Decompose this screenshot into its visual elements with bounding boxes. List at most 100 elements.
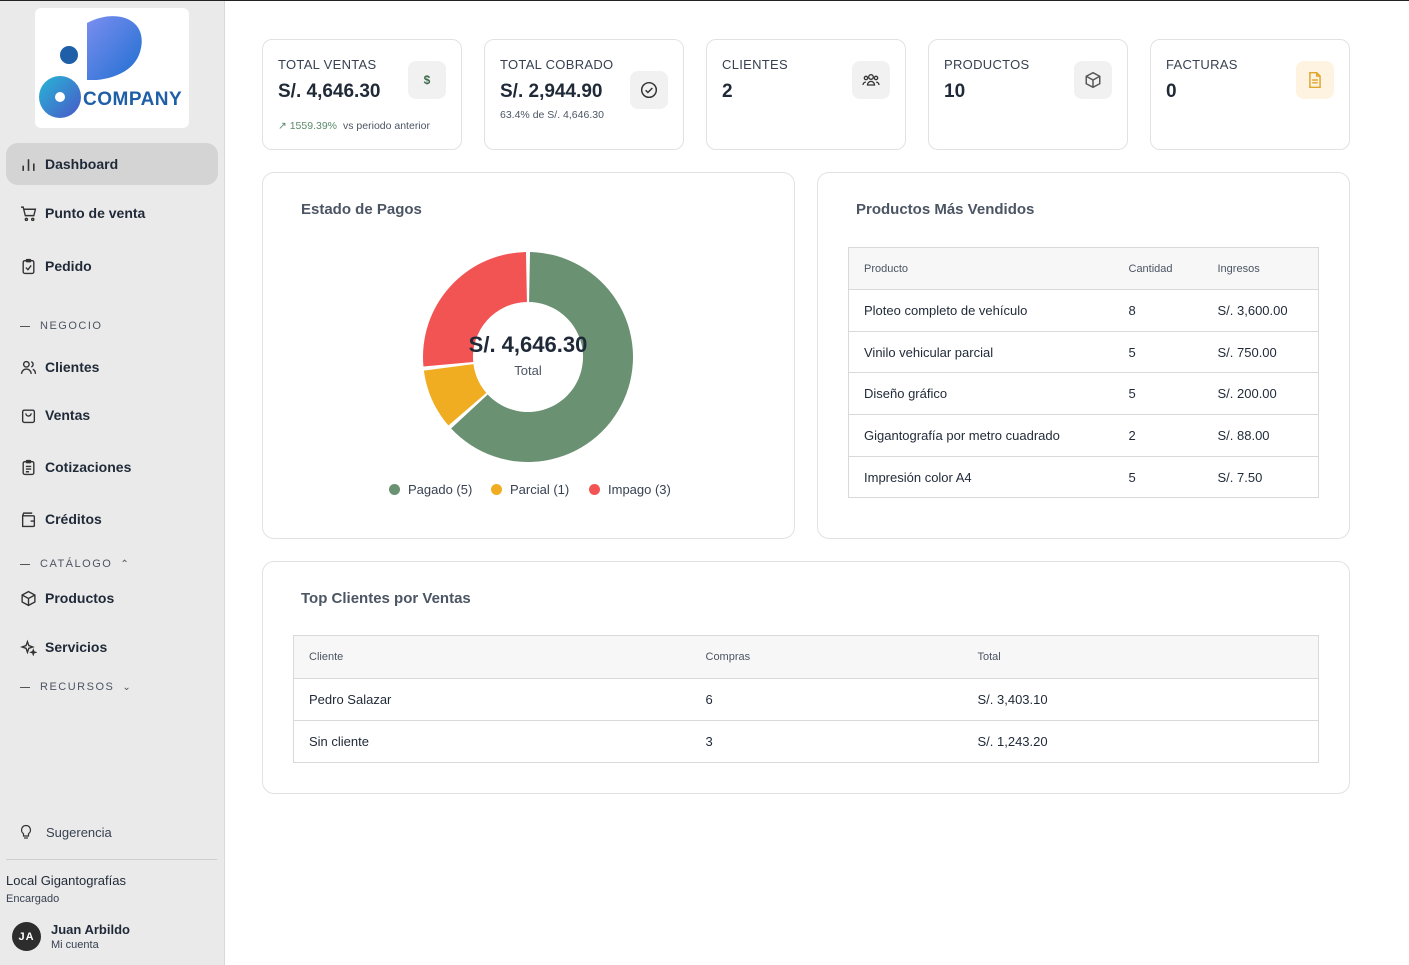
stat-value: 0	[1166, 81, 1177, 102]
nav-ventas-label: Ventas	[45, 407, 91, 423]
cell-cliente: Pedro Salazar	[293, 678, 691, 721]
stat-value: 10	[944, 81, 966, 102]
nav-servicios[interactable]: Servicios	[6, 626, 218, 668]
nav-clientes-label: Clientes	[45, 359, 100, 375]
cell-cantidad: 5	[1113, 372, 1203, 415]
stat-value: S/. 4,646.30	[278, 81, 381, 102]
sidebar-divider	[6, 859, 217, 860]
stat-label: TOTAL VENTAS	[278, 57, 377, 72]
legend-dot	[491, 484, 502, 495]
stat-card-facturas: FACTURAS 0	[1150, 39, 1350, 150]
table-row: Ploteo completo de vehículo 8 S/. 3,600.…	[848, 289, 1319, 332]
shopping-bag-icon	[20, 407, 37, 424]
stat-value: S/. 2,944.90	[500, 81, 603, 102]
cell-producto: Gigantografía por metro cuadrado	[848, 414, 1114, 457]
legend-item-impago: Impago (3)	[589, 482, 671, 497]
cell-ingresos: S/. 3,600.00	[1202, 289, 1319, 332]
section-negocio: NEGOCIO	[20, 320, 102, 332]
table-row: Pedro Salazar 6 S/. 3,403.10	[293, 678, 1319, 721]
dollar-icon: $	[408, 61, 446, 99]
cell-producto: Impresión color A4	[848, 456, 1114, 498]
stat-sub: 63.4% de S/. 4,646.30	[500, 109, 604, 121]
nav-pedido[interactable]: Pedido	[6, 245, 218, 287]
cell-cantidad: 8	[1113, 289, 1203, 332]
donut-slice-1[interactable]	[451, 252, 633, 462]
nav-creditos-label: Créditos	[45, 511, 102, 527]
document-icon	[1296, 61, 1334, 99]
stat-card-productos: PRODUCTOS 10	[928, 39, 1128, 150]
nav-creditos[interactable]: Créditos	[6, 498, 218, 540]
section-catalogo[interactable]: CATÁLOGO ⌃	[20, 558, 130, 570]
legend-label: Impago (3)	[608, 482, 671, 497]
box-icon	[1074, 61, 1112, 99]
table-row: Impresión color A4 5 S/. 7.50	[848, 456, 1319, 498]
top-clientes-table: Cliente Compras Total Pedro Salazar 6 S/…	[293, 635, 1319, 763]
cell-producto: Vinilo vehicular parcial	[848, 331, 1114, 373]
users-group-icon	[852, 61, 890, 99]
donut-center-value: S/. 4,646.30	[468, 332, 588, 357]
cell-compras: 6	[690, 678, 963, 721]
column-header[interactable]: Compras	[690, 635, 963, 679]
donut-center-label: Total	[514, 363, 542, 378]
cell-ingresos: S/. 200.00	[1202, 372, 1319, 415]
nav-dashboard[interactable]: Dashboard	[6, 143, 218, 185]
sugerencia-link[interactable]: Sugerencia	[18, 824, 112, 840]
nav-productos-label: Productos	[45, 590, 115, 606]
stat-label: FACTURAS	[1166, 57, 1238, 72]
sugerencia-label: Sugerencia	[46, 824, 112, 840]
section-negocio-label: NEGOCIO	[40, 320, 103, 332]
bar-chart-icon	[20, 156, 37, 173]
legend-label: Parcial (1)	[510, 482, 570, 497]
cell-total: S/. 3,403.10	[962, 678, 1319, 721]
nav-cotizaciones[interactable]: Cotizaciones	[6, 446, 218, 488]
cell-producto: Diseño gráfico	[848, 372, 1114, 415]
legend-dot	[589, 484, 600, 495]
column-header[interactable]: Total	[962, 635, 1319, 679]
sidebar: COMPANY Dashboard Punto de venta Pedido …	[0, 1, 225, 965]
section-recursos[interactable]: RECURSOS ⌄	[20, 681, 132, 693]
chevron-up-icon: ⌃	[120, 558, 131, 570]
column-header[interactable]: Cantidad	[1113, 247, 1203, 290]
avatar[interactable]: JA	[12, 922, 41, 951]
users-icon	[20, 359, 37, 376]
column-header[interactable]: Ingresos	[1202, 247, 1319, 290]
cell-cantidad: 5	[1113, 456, 1203, 498]
productos-vendidos-table: Producto Cantidad Ingresos Ploteo comple…	[848, 247, 1319, 498]
nav-punto-de-venta[interactable]: Punto de venta	[6, 192, 218, 234]
estado-pagos-panel	[262, 172, 795, 539]
table-header-row: Producto Cantidad Ingresos	[848, 247, 1319, 290]
user-name[interactable]: Juan Arbildo	[51, 922, 130, 937]
store-role: Encargado	[6, 893, 60, 905]
stat-label: PRODUCTOS	[944, 57, 1030, 72]
donut-slice-2[interactable]	[423, 364, 487, 426]
stat-card-total-cobrado: TOTAL COBRADO S/. 2,944.90 63.4% de S/. …	[484, 39, 684, 150]
nav-pedido-label: Pedido	[45, 258, 92, 274]
store-name[interactable]: Local Gigantografías	[6, 873, 126, 888]
stat-value: 2	[722, 81, 733, 102]
nav-dashboard-label: Dashboard	[45, 156, 119, 172]
wallet-icon	[20, 511, 37, 528]
section-recursos-label: RECURSOS	[40, 681, 115, 693]
table-row: Sin cliente 3 S/. 1,243.20	[293, 720, 1319, 763]
sparkles-icon	[20, 639, 37, 656]
nav-ventas[interactable]: Ventas	[6, 394, 218, 436]
legend-item-pagado: Pagado (5)	[389, 482, 472, 497]
cell-producto: Ploteo completo de vehículo	[848, 289, 1114, 332]
legend-item-parcial: Parcial (1)	[491, 482, 569, 497]
company-logo[interactable]: COMPANY	[35, 8, 189, 128]
nav-clientes[interactable]: Clientes	[6, 346, 218, 388]
cell-total: S/. 1,243.20	[962, 720, 1319, 763]
column-header[interactable]: Producto	[848, 247, 1114, 290]
cell-ingresos: S/. 88.00	[1202, 414, 1319, 457]
panel-title-top-clientes: Top Clientes por Ventas	[301, 590, 471, 607]
cart-icon	[20, 205, 37, 222]
table-row: Diseño gráfico 5 S/. 200.00	[848, 372, 1319, 415]
stat-card-clientes: CLIENTES 2	[706, 39, 906, 150]
table-row: Vinilo vehicular parcial 5 S/. 750.00	[848, 331, 1319, 373]
column-header[interactable]: Cliente	[293, 635, 691, 679]
nav-punto-de-venta-label: Punto de venta	[45, 205, 146, 221]
nav-productos[interactable]: Productos	[6, 577, 218, 619]
donut-slice-3[interactable]	[423, 252, 527, 367]
cell-cantidad: 5	[1113, 331, 1203, 373]
user-account-link[interactable]: Mi cuenta	[51, 939, 99, 951]
